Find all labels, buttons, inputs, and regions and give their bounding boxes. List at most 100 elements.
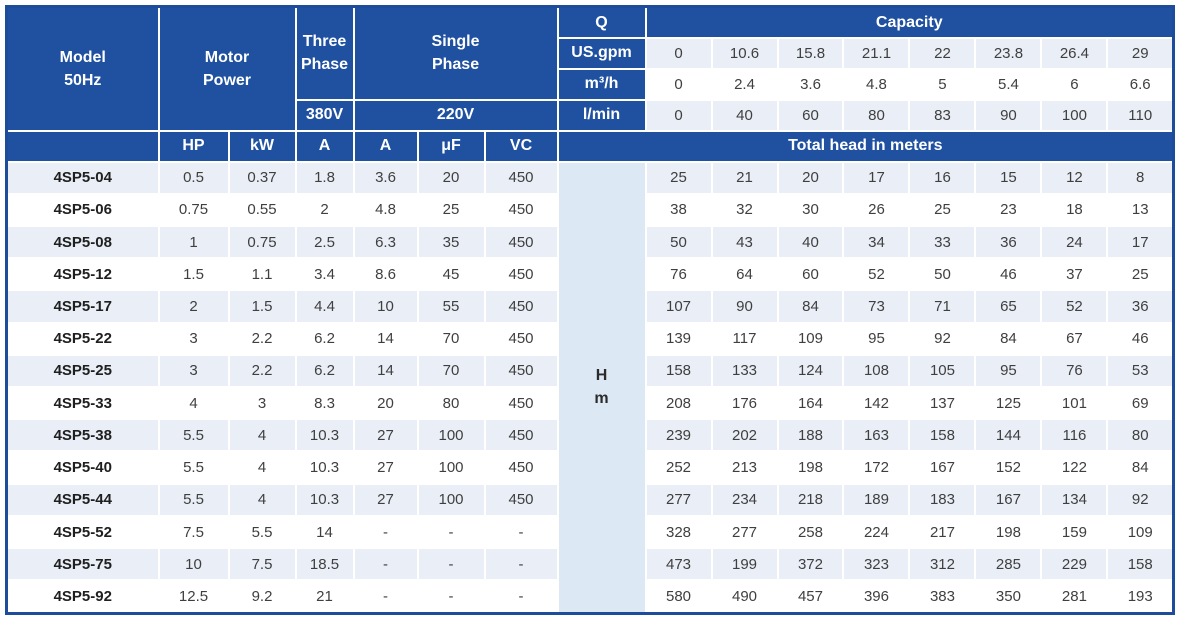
- head-value-cell: 490: [710, 579, 779, 615]
- head-value-cell: 198: [974, 514, 1043, 550]
- single-phase-header: Single Phase: [352, 5, 559, 101]
- head-value-cell: 33: [908, 224, 977, 260]
- flow-value-cell: 4.8: [842, 67, 911, 101]
- model-cell: 4SP5-06: [5, 192, 160, 227]
- head-value-cell: 38: [644, 192, 713, 227]
- head-value-cell: 163: [842, 418, 911, 453]
- head-value-cell: 92: [908, 321, 977, 356]
- spec-cell: 450: [483, 289, 559, 324]
- spec-cell: 0.75: [227, 224, 297, 260]
- flow-unit-usgpm: US.gpm: [556, 36, 647, 70]
- flow-value-cell: 29: [1106, 36, 1175, 70]
- voltage-380v: 380V: [294, 98, 355, 132]
- head-value-cell: 116: [1040, 418, 1109, 453]
- spec-cell: 5.5: [227, 514, 297, 550]
- spec-cell: 10: [157, 547, 230, 582]
- head-value-cell: 20: [776, 160, 845, 195]
- model-cell: 4SP5-04: [5, 160, 160, 195]
- head-value-cell: 65: [974, 289, 1043, 324]
- head-value-cell: 224: [842, 514, 911, 550]
- table-row: 4SP5-12 1.5 1.1 3.4 8.6 45 450 76 64 60 52 50 46 37 25: [5, 257, 1175, 292]
- head-value-cell: 217: [908, 514, 977, 550]
- head-value-cell: 105: [908, 353, 977, 389]
- head-value-cell: 109: [1106, 514, 1175, 550]
- spec-cell: 2: [157, 289, 230, 324]
- flow-value-cell: 80: [842, 98, 911, 132]
- pump-spec-sheet: Model 50Hz Motor Power Three Phase Singl…: [5, 5, 1175, 615]
- spec-cell: 6.2: [294, 321, 355, 356]
- head-value-cell: 473: [644, 547, 713, 582]
- head-value-cell: 158: [644, 353, 713, 389]
- head-value-cell: 108: [842, 353, 911, 389]
- head-value-cell: 69: [1106, 386, 1175, 421]
- head-value-cell: 167: [908, 450, 977, 485]
- head-value-cell: 383: [908, 579, 977, 615]
- blank-header-cell: [5, 129, 160, 163]
- head-value-cell: 90: [710, 289, 779, 324]
- spec-cell: 1.8: [294, 160, 355, 195]
- head-value-cell: 107: [644, 289, 713, 324]
- flow-value-cell: 60: [776, 98, 845, 132]
- spec-cell: 3: [157, 353, 230, 389]
- spec-cell: 20: [352, 386, 419, 421]
- head-value-cell: 17: [842, 160, 911, 195]
- head-value-cell: 125: [974, 386, 1043, 421]
- head-value-cell: 239: [644, 418, 713, 453]
- flow-value-cell: 100: [1040, 98, 1109, 132]
- spec-cell: 27: [352, 418, 419, 453]
- spec-cell: 450: [483, 386, 559, 421]
- spec-cell: 450: [483, 450, 559, 485]
- spec-cell: 0.75: [157, 192, 230, 227]
- head-value-cell: 158: [908, 418, 977, 453]
- head-value-cell: 134: [1040, 482, 1109, 517]
- spec-cell: 27: [352, 482, 419, 517]
- head-value-cell: 32: [710, 192, 779, 227]
- head-value-cell: 183: [908, 482, 977, 517]
- flow-value-cell: 83: [908, 98, 977, 132]
- spec-cell: 3.6: [352, 160, 419, 195]
- flow-value-cell: 2.4: [710, 67, 779, 101]
- head-value-cell: 8: [1106, 160, 1175, 195]
- head-value-cell: 252: [644, 450, 713, 485]
- voltage-220v: 220V: [352, 98, 559, 132]
- head-value-cell: 36: [974, 224, 1043, 260]
- head-value-cell: 101: [1040, 386, 1109, 421]
- head-value-cell: 71: [908, 289, 977, 324]
- head-value-cell: 229: [1040, 547, 1109, 582]
- spec-cell: 6.3: [352, 224, 419, 260]
- spec-cell: 450: [483, 257, 559, 292]
- spec-cell: 1.1: [227, 257, 297, 292]
- head-value-cell: 152: [974, 450, 1043, 485]
- flow-value-cell: 3.6: [776, 67, 845, 101]
- head-value-cell: 25: [1106, 257, 1175, 292]
- spec-cell: 450: [483, 192, 559, 227]
- spec-cell: 1: [157, 224, 230, 260]
- spec-cell: 20: [416, 160, 486, 195]
- head-value-cell: 144: [974, 418, 1043, 453]
- model-cell: 4SP5-44: [5, 482, 160, 517]
- spec-cell: 5.5: [157, 482, 230, 517]
- head-value-cell: 328: [644, 514, 713, 550]
- spec-cell: 2.2: [227, 321, 297, 356]
- head-value-cell: 18: [1040, 192, 1109, 227]
- spec-cell: 14: [294, 514, 355, 550]
- head-value-cell: 202: [710, 418, 779, 453]
- head-value-cell: 23: [974, 192, 1043, 227]
- spec-cell: 9.2: [227, 579, 297, 615]
- head-value-cell: 43: [710, 224, 779, 260]
- model-header: Model 50Hz: [5, 5, 160, 132]
- flow-value-cell: 10.6: [710, 36, 779, 70]
- head-value-cell: 16: [908, 160, 977, 195]
- flow-value-cell: 26.4: [1040, 36, 1109, 70]
- model-cell: 4SP5-12: [5, 257, 160, 292]
- flow-value-cell: 0: [644, 36, 713, 70]
- head-value-cell: 133: [710, 353, 779, 389]
- spec-cell: 3.4: [294, 257, 355, 292]
- head-value-cell: 189: [842, 482, 911, 517]
- head-value-cell: 24: [1040, 224, 1109, 260]
- head-value-cell: 30: [776, 192, 845, 227]
- model-cell: 4SP5-38: [5, 418, 160, 453]
- head-value-cell: 84: [974, 321, 1043, 356]
- head-value-cell: 208: [644, 386, 713, 421]
- head-value-cell: 213: [710, 450, 779, 485]
